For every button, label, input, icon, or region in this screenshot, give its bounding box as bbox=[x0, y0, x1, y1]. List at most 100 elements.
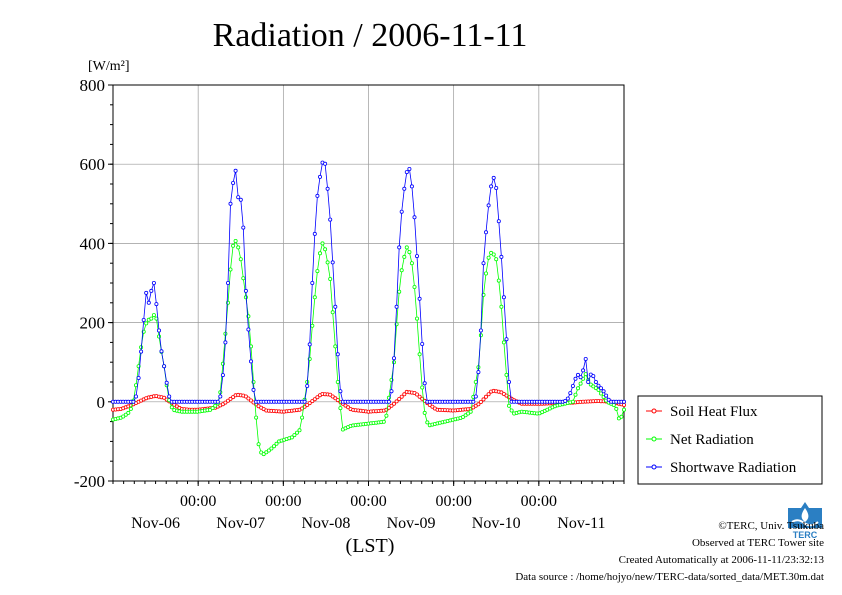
data-point bbox=[300, 415, 305, 420]
data-point bbox=[420, 385, 425, 390]
logo-text: TERC bbox=[793, 530, 818, 540]
data-point bbox=[238, 197, 243, 202]
data-point bbox=[591, 374, 596, 379]
data-point bbox=[292, 433, 297, 438]
data-point bbox=[228, 396, 233, 401]
data-point bbox=[241, 225, 246, 230]
data-point bbox=[146, 300, 151, 305]
legend-marker bbox=[651, 464, 657, 470]
data-point bbox=[384, 413, 389, 418]
data-point bbox=[389, 403, 394, 408]
data-point bbox=[128, 406, 133, 411]
data-point bbox=[228, 267, 233, 272]
data-point bbox=[274, 441, 279, 446]
data-point bbox=[394, 399, 399, 404]
data-point bbox=[241, 276, 246, 281]
legend-label: Shortwave Radiation bbox=[670, 460, 797, 476]
data-point bbox=[563, 398, 568, 403]
data-point bbox=[320, 241, 325, 246]
data-point bbox=[231, 243, 236, 248]
data-point bbox=[565, 396, 570, 401]
data-point bbox=[231, 180, 236, 185]
data-point bbox=[333, 344, 338, 349]
data-point bbox=[213, 403, 218, 408]
data-point bbox=[246, 327, 251, 332]
data-point bbox=[215, 399, 220, 404]
source-line: Data source : /home/hojyo/new/TERC-data/… bbox=[515, 571, 824, 583]
data-point bbox=[305, 383, 310, 388]
data-point bbox=[471, 399, 476, 404]
data-point bbox=[599, 391, 604, 396]
data-point bbox=[228, 201, 233, 206]
data-point bbox=[407, 166, 412, 171]
x-day-label: Nov-07 bbox=[216, 515, 265, 532]
data-point bbox=[504, 337, 509, 342]
created-line: Created Automatically at 2006-11-11/23:3… bbox=[618, 554, 824, 566]
data-point bbox=[476, 370, 481, 375]
data-point bbox=[338, 406, 343, 411]
data-point bbox=[499, 304, 504, 309]
data-point bbox=[417, 352, 422, 357]
data-point bbox=[478, 328, 483, 333]
data-point bbox=[330, 394, 335, 399]
data-point bbox=[154, 302, 159, 307]
data-point bbox=[414, 254, 419, 259]
data-point bbox=[167, 394, 172, 399]
data-point bbox=[315, 193, 320, 198]
data-point bbox=[307, 401, 312, 406]
series-shortwave-radiation bbox=[111, 160, 627, 404]
data-point bbox=[483, 230, 488, 235]
data-point bbox=[162, 395, 167, 400]
data-point bbox=[506, 379, 511, 384]
data-point bbox=[248, 398, 253, 403]
data-point bbox=[486, 392, 491, 397]
data-point bbox=[133, 394, 138, 399]
data-point bbox=[586, 379, 591, 384]
data-point bbox=[599, 386, 604, 391]
data-point bbox=[144, 290, 149, 295]
data-point bbox=[162, 364, 167, 369]
data-point bbox=[149, 288, 154, 293]
data-point bbox=[397, 396, 402, 401]
data-point bbox=[220, 373, 225, 378]
data-point bbox=[254, 415, 259, 420]
data-point bbox=[269, 446, 274, 451]
data-point bbox=[391, 401, 396, 406]
data-point bbox=[381, 419, 386, 424]
data-point bbox=[506, 403, 511, 408]
data-point bbox=[417, 394, 422, 399]
data-point bbox=[578, 381, 583, 386]
data-point bbox=[328, 276, 333, 281]
data-point bbox=[581, 368, 586, 373]
data-point bbox=[622, 399, 627, 404]
data-point bbox=[312, 397, 317, 402]
data-point bbox=[611, 402, 616, 407]
data-point bbox=[139, 349, 144, 354]
data-point bbox=[494, 185, 499, 190]
data-point bbox=[236, 245, 241, 250]
data-point bbox=[338, 389, 343, 394]
x-tick-label: 00:00 bbox=[435, 493, 471, 510]
data-point bbox=[218, 394, 223, 399]
data-point bbox=[501, 340, 506, 345]
data-point bbox=[601, 389, 606, 394]
data-point bbox=[310, 280, 315, 285]
data-point bbox=[486, 203, 491, 208]
data-point bbox=[233, 168, 238, 173]
y-axis-unit-label: [W/m²] bbox=[88, 59, 130, 74]
x-day-label: Nov-11 bbox=[557, 515, 605, 532]
data-point bbox=[121, 414, 126, 419]
data-point bbox=[315, 395, 320, 400]
y-axis: -200 0 200 400 600 800 bbox=[74, 76, 113, 491]
data-point bbox=[305, 402, 310, 407]
data-point bbox=[223, 400, 228, 405]
chart-title: Radiation / 2006-11-11 bbox=[213, 17, 528, 54]
data-point bbox=[486, 255, 491, 260]
data-point bbox=[126, 410, 131, 415]
data-point bbox=[414, 316, 419, 321]
data-point bbox=[412, 284, 417, 289]
data-point bbox=[164, 380, 169, 385]
data-point bbox=[136, 375, 141, 380]
